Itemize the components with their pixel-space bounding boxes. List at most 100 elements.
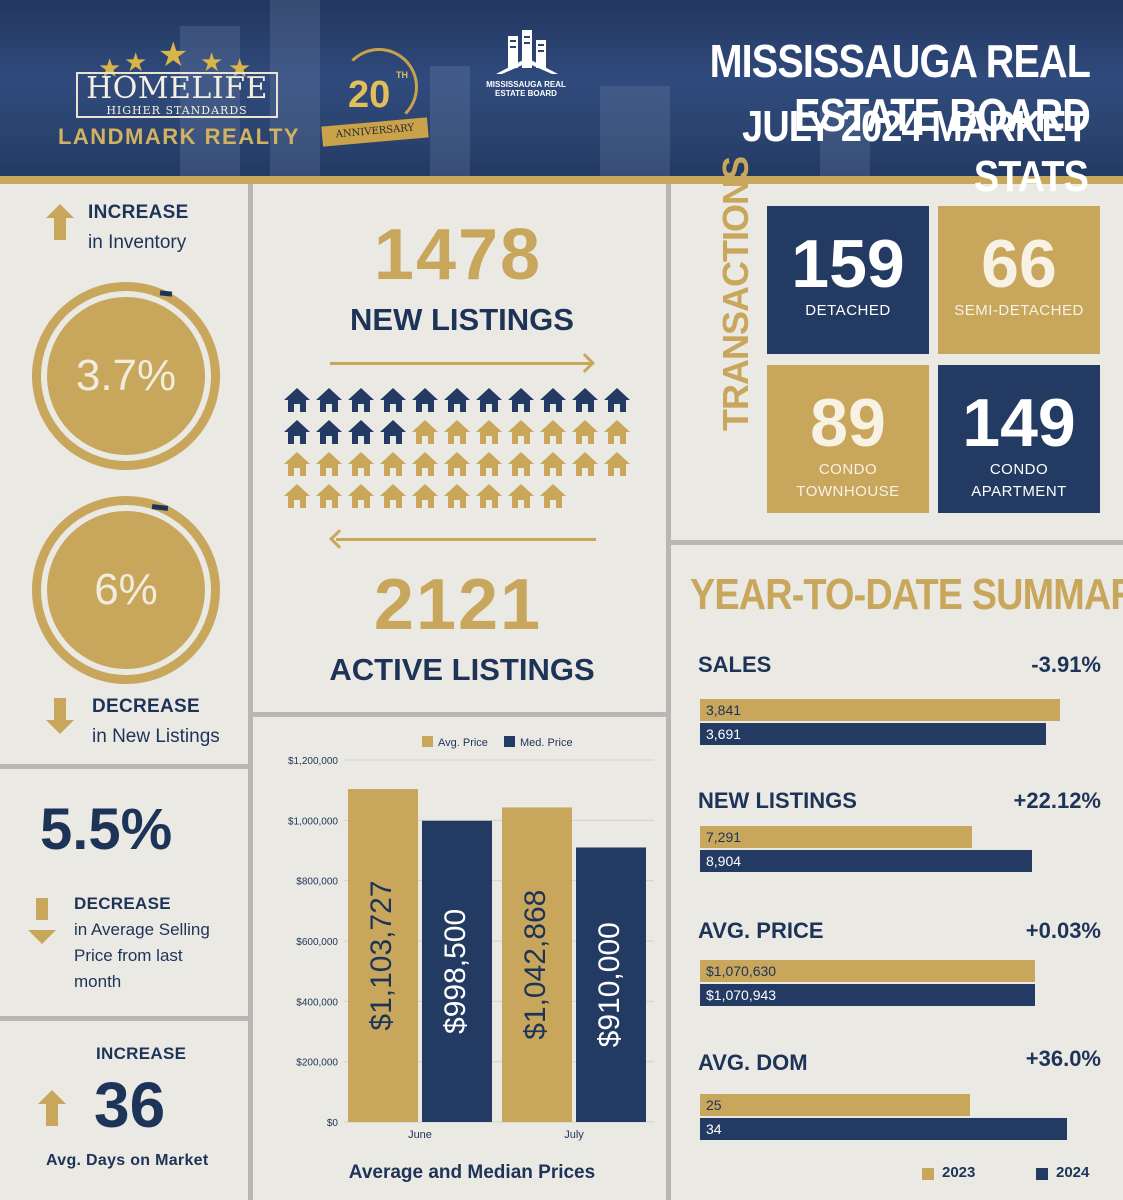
house-icon bbox=[412, 452, 438, 476]
star-icon: ★ bbox=[228, 54, 252, 84]
tile-label: CONDO bbox=[989, 461, 1049, 478]
header-banner bbox=[0, 0, 1123, 176]
house-icon bbox=[604, 452, 630, 476]
ytd-row-label: SALES bbox=[698, 652, 772, 677]
chart-legend-label: Avg. Price bbox=[438, 737, 488, 749]
tile-semi-detached: 66 SEMI-DETACHED bbox=[938, 206, 1100, 354]
house-icon bbox=[412, 484, 438, 508]
house-icon bbox=[412, 388, 438, 412]
board-logo-icon bbox=[496, 30, 558, 74]
anniversary-suffix: TH bbox=[396, 70, 408, 80]
house-icon bbox=[316, 484, 342, 508]
arrow-right-icon bbox=[575, 353, 595, 373]
anniversary-ring bbox=[340, 48, 418, 126]
house-icon bbox=[380, 484, 406, 508]
house-icon bbox=[508, 388, 534, 412]
ytd-bar-2024: $1,070,943 bbox=[700, 984, 1035, 1006]
active-listings-title: ACTIVE LISTINGS bbox=[329, 652, 595, 687]
avg-price-line: Price from last bbox=[74, 946, 183, 965]
arrow-down-icon bbox=[46, 698, 74, 734]
star-icon: ★ bbox=[98, 54, 122, 84]
anniversary-number: 20 bbox=[348, 74, 391, 116]
brand-office: LANDMARK REALTY bbox=[57, 124, 301, 149]
tile-label: CONDO bbox=[818, 461, 878, 478]
legend-label-2024: 2024 bbox=[1056, 1164, 1090, 1181]
chart-x-tick-label: July bbox=[564, 1129, 584, 1141]
tile-label: APARTMENT bbox=[971, 483, 1067, 500]
skyline-building bbox=[820, 106, 870, 176]
house-icon bbox=[348, 452, 374, 476]
tile-value: 159 bbox=[791, 226, 905, 302]
house-icon bbox=[540, 484, 566, 508]
house-icon bbox=[412, 420, 438, 444]
chart-y-tick-label: $0 bbox=[327, 1118, 339, 1129]
legend-swatch-2024 bbox=[1036, 1168, 1048, 1180]
new-listings-count: 1478 bbox=[373, 215, 543, 295]
chart-bar-label: $1,103,727 bbox=[365, 880, 398, 1030]
arrow-left-icon bbox=[329, 529, 349, 549]
house-icon bbox=[284, 484, 310, 508]
ytd-row-change: +36.0% bbox=[1025, 1046, 1101, 1071]
tile-label: TOWNHOUSE bbox=[796, 483, 900, 500]
chart-y-tick-label: $400,000 bbox=[296, 997, 338, 1008]
avg-price-line: in Average Selling bbox=[74, 920, 210, 939]
chart-bar-label: $1,042,868 bbox=[519, 890, 552, 1040]
new-listings-title: NEW LISTINGS bbox=[350, 302, 574, 337]
new-listings-value: 6% bbox=[94, 565, 158, 614]
ytd-bar-2023: 25 bbox=[700, 1094, 970, 1116]
skyline-building bbox=[600, 86, 670, 176]
ytd-bar-2024: 3,691 bbox=[700, 723, 1046, 745]
dom-direction: INCREASE bbox=[96, 1044, 187, 1063]
house-icon bbox=[540, 452, 566, 476]
chart-legend-swatch bbox=[504, 736, 515, 747]
chart-legend-label: Med. Price bbox=[520, 737, 573, 749]
house-icon bbox=[348, 388, 374, 412]
star-icon: ★ bbox=[200, 48, 224, 78]
tile-detached: 159 DETACHED bbox=[767, 206, 929, 354]
chart-y-tick-label: $1,200,000 bbox=[288, 756, 338, 767]
house-icon-grid bbox=[284, 388, 636, 514]
legend-swatch-2023 bbox=[922, 1168, 934, 1180]
transactions-label: TRANSACTIONS bbox=[715, 157, 756, 431]
skyline-building bbox=[180, 26, 240, 176]
inventory-ring: 3.7% bbox=[32, 282, 220, 470]
house-icon bbox=[444, 484, 470, 508]
chart-y-tick-label: $1,000,000 bbox=[288, 816, 338, 827]
ytd-bar-2024: 34 bbox=[700, 1118, 1067, 1140]
house-icon bbox=[380, 388, 406, 412]
skyline-building bbox=[430, 66, 470, 176]
legend-label-2023: 2023 bbox=[942, 1164, 976, 1181]
new-listings-direction: DECREASE bbox=[92, 696, 200, 717]
chart-bar bbox=[576, 847, 646, 1122]
arrow-up-icon bbox=[46, 204, 74, 240]
tile-value: 89 bbox=[810, 385, 886, 461]
tile-value: 149 bbox=[962, 385, 1076, 461]
panel-divider bbox=[666, 184, 671, 1200]
tile-condo-apartment: 149 CONDO APARTMENT bbox=[938, 365, 1100, 513]
arrow-left-line bbox=[336, 538, 596, 541]
skyline-building bbox=[270, 0, 320, 176]
house-icon bbox=[316, 452, 342, 476]
house-icon bbox=[572, 452, 598, 476]
chart-y-tick-label: $200,000 bbox=[296, 1058, 338, 1069]
house-icon bbox=[284, 452, 310, 476]
house-icon bbox=[476, 420, 502, 444]
chart-bar-label: $910,000 bbox=[593, 922, 626, 1047]
dom-label: Avg. Days on Market bbox=[46, 1152, 209, 1169]
page-title: MISSISSAUGA REAL ESTATE BOARD bbox=[709, 35, 1091, 141]
avg-price-line: month bbox=[74, 972, 122, 991]
star-icon: ★ bbox=[158, 35, 189, 75]
panel-divider bbox=[0, 764, 250, 769]
house-icon bbox=[540, 388, 566, 412]
brand-name: HOMELIFE bbox=[86, 71, 268, 106]
house-icon bbox=[572, 388, 598, 412]
ytd-bar-2023: $1,070,630 bbox=[700, 960, 1035, 982]
tile-label: SEMI-DETACHED bbox=[954, 302, 1084, 319]
house-icon bbox=[508, 484, 534, 508]
ytd-row-change: +22.12% bbox=[1013, 788, 1101, 813]
chart-y-tick-label: $600,000 bbox=[296, 937, 338, 948]
house-icon bbox=[444, 388, 470, 412]
ytd-title: YEAR-TO-DATE SUMMARY bbox=[690, 570, 1123, 619]
tile-label: DETACHED bbox=[805, 302, 891, 319]
new-listings-ring: 6% bbox=[32, 496, 220, 684]
